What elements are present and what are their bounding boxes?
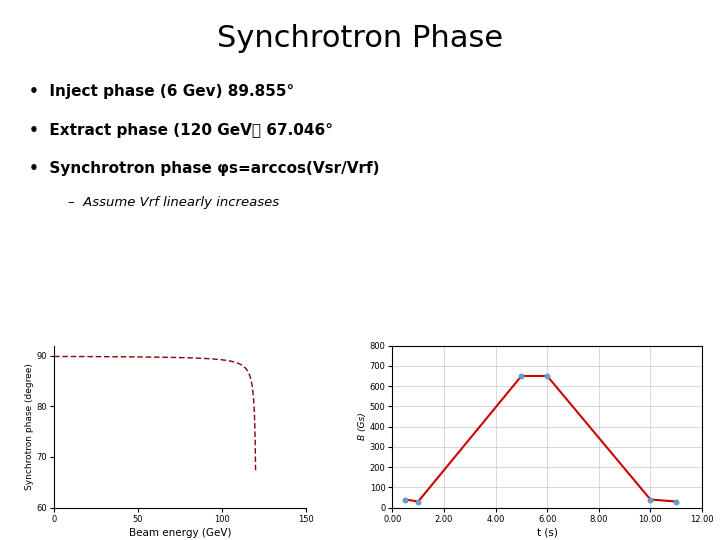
Y-axis label: B (Gs): B (Gs) [358, 413, 366, 441]
Point [644, 495, 656, 504]
Point [670, 497, 682, 506]
X-axis label: Beam energy (GeV): Beam energy (GeV) [129, 528, 231, 538]
Text: Synchrotron Phase: Synchrotron Phase [217, 24, 503, 53]
Text: –  Assume Vrf linearly increases: – Assume Vrf linearly increases [68, 196, 279, 209]
Point [516, 372, 527, 380]
X-axis label: t (s): t (s) [537, 528, 557, 538]
Y-axis label: Synchrotron phase (degree): Synchrotron phase (degree) [24, 363, 34, 490]
Point [541, 372, 553, 380]
Text: •  Inject phase (6 Gev) 89.855°: • Inject phase (6 Gev) 89.855° [29, 84, 294, 99]
Point [413, 497, 424, 506]
Text: •  Extract phase (120 GeV） 67.046°: • Extract phase (120 GeV） 67.046° [29, 123, 333, 138]
Text: •  Synchrotron phase φs=arccos(Vsr/Vrf): • Synchrotron phase φs=arccos(Vsr/Vrf) [29, 161, 379, 177]
Point [400, 495, 411, 504]
